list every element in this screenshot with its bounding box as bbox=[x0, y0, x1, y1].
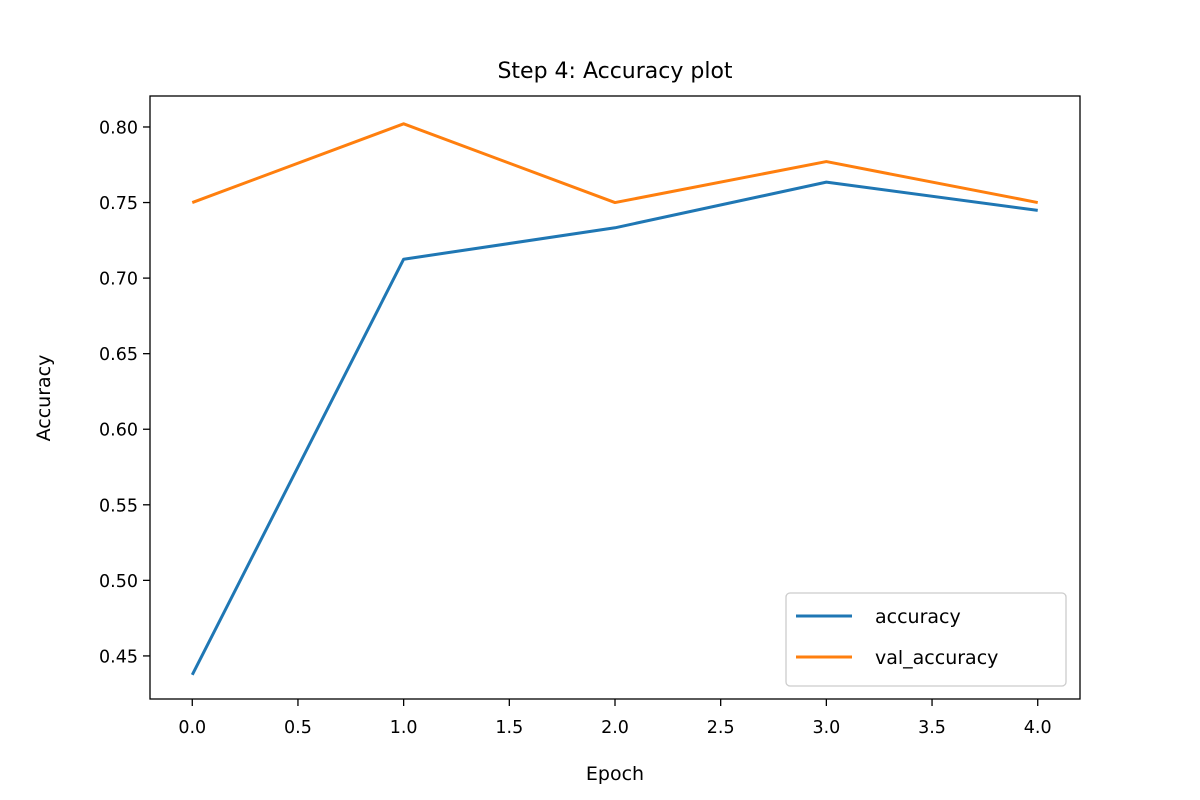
x-tick-label: 2.0 bbox=[601, 718, 629, 738]
x-axis-label: Epoch bbox=[586, 763, 644, 785]
series-line-val-accuracy bbox=[191, 122, 1039, 205]
x-tick-label: 3.0 bbox=[812, 718, 840, 738]
y-tick-label: 0.45 bbox=[99, 647, 138, 667]
series-line-accuracy bbox=[190, 180, 1038, 676]
y-tick-label: 0.75 bbox=[99, 194, 138, 214]
legend-label-accuracy: accuracy bbox=[875, 606, 961, 628]
legend-box bbox=[785, 592, 1067, 687]
x-tick-label: 2.5 bbox=[707, 718, 735, 738]
x-tick-label: 1.5 bbox=[495, 718, 523, 738]
x-axis-ticks: 0.0 0.5 1.0 1.5 2.0 2.5 3.0 3.5 4.0 bbox=[178, 699, 1052, 738]
x-tick-label: 3.5 bbox=[918, 718, 946, 738]
series-lines bbox=[190, 122, 1039, 676]
x-tick-label: 1.0 bbox=[390, 718, 418, 738]
y-tick-label: 0.50 bbox=[99, 572, 138, 592]
x-tick-label: 0.5 bbox=[284, 718, 312, 738]
y-axis-ticks: 0.45 0.50 0.55 0.60 0.65 0.70 0.75 0.80 bbox=[99, 118, 150, 667]
y-tick-label: 0.60 bbox=[99, 421, 138, 441]
legend: accuracy val_accuracy bbox=[785, 592, 1067, 687]
x-tick-label: 4.0 bbox=[1024, 718, 1052, 738]
y-tick-label: 0.65 bbox=[99, 345, 138, 365]
x-tick-label: 0.0 bbox=[178, 718, 206, 738]
chart-title: Step 4: Accuracy plot bbox=[497, 59, 732, 84]
y-tick-label: 0.55 bbox=[99, 496, 138, 516]
y-tick-label: 0.70 bbox=[99, 270, 138, 290]
y-axis-label: Accuracy bbox=[33, 355, 55, 442]
legend-label-val-accuracy: val_accuracy bbox=[875, 647, 998, 669]
y-tick-label: 0.80 bbox=[99, 118, 138, 138]
